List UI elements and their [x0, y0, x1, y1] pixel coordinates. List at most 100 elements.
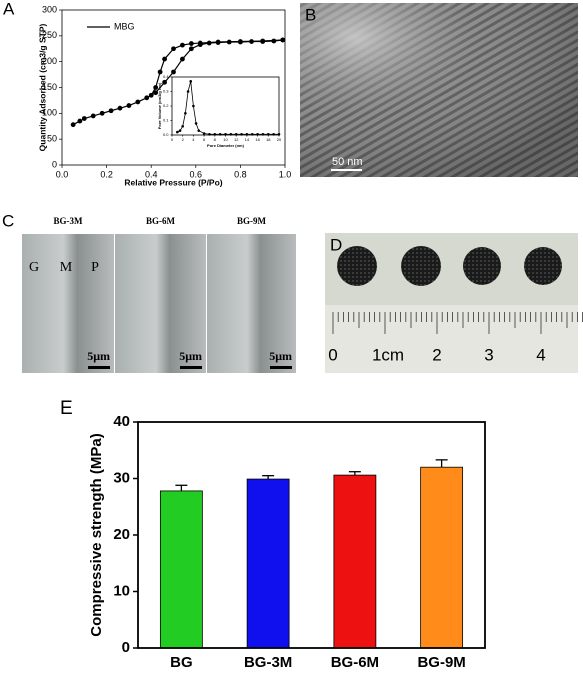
- ruler-label: 1cm: [372, 345, 404, 364]
- ruler-label: 4: [536, 345, 545, 364]
- x-tick-label: BG: [170, 654, 193, 671]
- data-point: [181, 125, 184, 128]
- scaffold: [337, 246, 377, 286]
- data-point: [280, 37, 286, 43]
- sem-scale-bar: [88, 366, 110, 369]
- data-point: [213, 132, 217, 136]
- scaffold: [463, 247, 501, 285]
- sem-image: [22, 234, 114, 373]
- data-point: [261, 132, 265, 136]
- sem-region-label: G: [29, 260, 39, 275]
- data-point: [260, 38, 266, 44]
- y-tick-label: 0.0: [163, 132, 169, 137]
- x-tick-label: 10: [223, 137, 228, 142]
- sem-scale-label: 5μm: [179, 349, 202, 363]
- data-point: [176, 130, 179, 134]
- data-point: [192, 104, 195, 108]
- data-point: [267, 132, 270, 136]
- x-tick-label: 4: [192, 137, 195, 142]
- x-tick-label: 1.0: [279, 170, 292, 180]
- sem-scale-label: 5μm: [269, 349, 292, 363]
- sem-image: [115, 234, 206, 373]
- y-axis-label: Pore Volume (cm3/g nm): [157, 82, 162, 129]
- y-tick-label: 30: [113, 469, 130, 486]
- sem-region-label: P: [91, 260, 99, 275]
- sem-scale-bar: [270, 366, 292, 369]
- data-point: [153, 90, 159, 96]
- y-tick-label: 40: [113, 413, 130, 430]
- plot-frame: [171, 76, 280, 136]
- x-tick-label: 12: [234, 137, 239, 142]
- sem-scale-label: 5μm: [87, 349, 110, 363]
- data-point: [153, 85, 159, 90]
- data-point: [180, 56, 185, 62]
- data-point: [135, 99, 141, 105]
- data-point: [272, 132, 275, 136]
- x-tick-label: 16: [255, 137, 260, 142]
- data-point: [184, 111, 187, 115]
- x-tick-label: 6: [203, 137, 206, 142]
- data-point: [197, 40, 203, 46]
- data-point: [188, 46, 194, 52]
- data-point: [108, 108, 114, 114]
- data-point: [178, 129, 182, 132]
- sem-image: [207, 234, 296, 373]
- bar: [333, 474, 377, 649]
- x-tick-label: BG-6M: [331, 654, 379, 671]
- series-line: [150, 39, 283, 96]
- data-point: [229, 132, 233, 136]
- data-point: [81, 116, 87, 121]
- x-tick-label: 0.8: [234, 170, 247, 180]
- y-tick-label: 50: [47, 134, 57, 144]
- x-tick-label: 0.6: [190, 170, 203, 180]
- data-point: [90, 113, 96, 119]
- sem-region-label: M: [60, 260, 73, 275]
- x-tick-label: 14: [245, 137, 250, 142]
- data-point: [240, 132, 243, 136]
- data-point: [218, 132, 222, 136]
- data-point: [256, 132, 259, 136]
- y-axis-label: Quantity Adsorbed (cm3/g STP): [37, 23, 47, 151]
- x-tick-label: 0.2: [100, 170, 113, 180]
- data-point: [238, 39, 243, 44]
- x-tick-label: BG-3M: [244, 654, 292, 671]
- y-tick-label: 10: [113, 582, 130, 599]
- data-point: [126, 103, 132, 108]
- data-point: [162, 56, 167, 62]
- plot-frame: [137, 421, 486, 649]
- data-point: [188, 41, 194, 46]
- panel-label: A: [3, 0, 15, 18]
- y-tick-label: 0.3: [163, 89, 169, 94]
- data-point: [277, 132, 281, 136]
- y-tick-label: 0: [52, 159, 57, 169]
- y-tick-label: 150: [42, 82, 57, 92]
- y-tick-label: 0.2: [163, 103, 169, 108]
- panel-label: E: [60, 398, 73, 419]
- data-point: [171, 46, 176, 52]
- data-point: [215, 39, 221, 45]
- x-tick-label: 18: [266, 137, 271, 142]
- x-axis-label: Relative Pressure (P/Po): [124, 177, 222, 187]
- x-tick-label: 0.0: [56, 170, 69, 180]
- data-point: [208, 132, 211, 136]
- x-tick-label: 0: [171, 137, 174, 142]
- data-point: [148, 92, 154, 98]
- y-tick-label: 20: [113, 526, 130, 543]
- ruler-label: 2: [432, 345, 441, 364]
- y-tick-label: 100: [42, 108, 57, 118]
- data-point: [70, 122, 76, 128]
- tem-shading: [300, 3, 578, 177]
- y-axis-label: Compressive strength (MPa): [88, 433, 105, 636]
- data-point: [162, 79, 167, 85]
- data-point: [224, 132, 227, 136]
- x-tick-label: BG-9M: [417, 654, 465, 671]
- data-point: [144, 95, 150, 101]
- y-tick-label: 200: [42, 56, 57, 66]
- y-tick-label: 0.4: [163, 74, 169, 79]
- legend-label: MBG: [114, 21, 135, 31]
- data-point: [197, 129, 201, 132]
- data-point: [202, 132, 206, 135]
- sem-scale-bar: [180, 366, 202, 369]
